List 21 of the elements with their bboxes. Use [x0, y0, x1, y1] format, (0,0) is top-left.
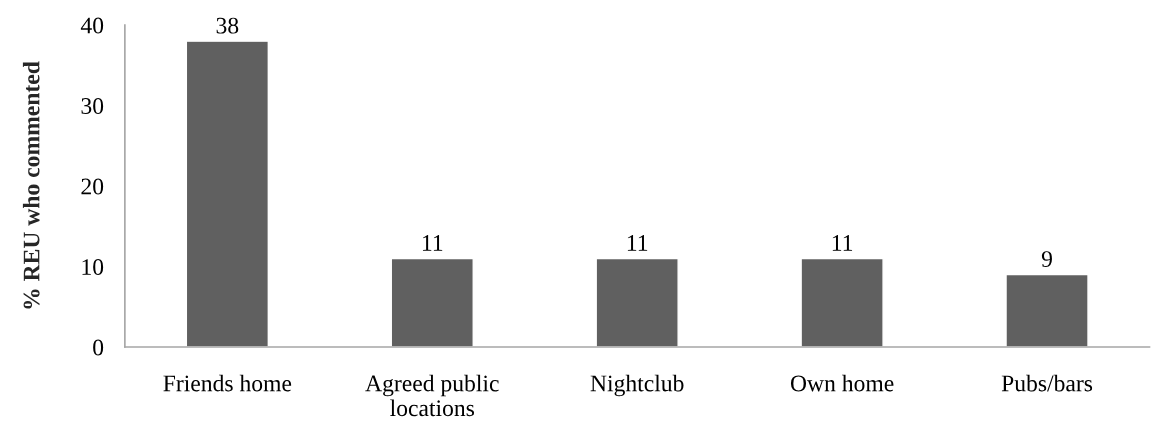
x-tick-label: Agreed public locations	[365, 374, 499, 417]
y-axis-title: % REU who commented	[22, 61, 40, 309]
data-label: 38	[216, 17, 239, 34]
data-label: 11	[832, 235, 853, 251]
bar	[595, 257, 679, 348]
x-tick-label: Friends home	[163, 374, 292, 392]
x-tick-label: Own home	[790, 374, 894, 392]
y-tick-label: 20	[81, 178, 104, 195]
y-tick-label: 30	[81, 98, 104, 114]
bar	[185, 40, 270, 348]
y-tick-label: 10	[82, 259, 104, 275]
data-label: 11	[422, 235, 443, 251]
x-tick-label: Pubs/bars	[1001, 374, 1093, 392]
bar	[1005, 273, 1089, 348]
data-label: 11	[627, 235, 648, 251]
bar	[390, 257, 474, 348]
y-tick-label: 0	[93, 339, 104, 356]
x-tick-label: Nightclub	[590, 374, 684, 397]
bar	[800, 257, 884, 348]
y-tick-label: 40	[80, 17, 104, 34]
data-label: 9	[1041, 251, 1052, 267]
